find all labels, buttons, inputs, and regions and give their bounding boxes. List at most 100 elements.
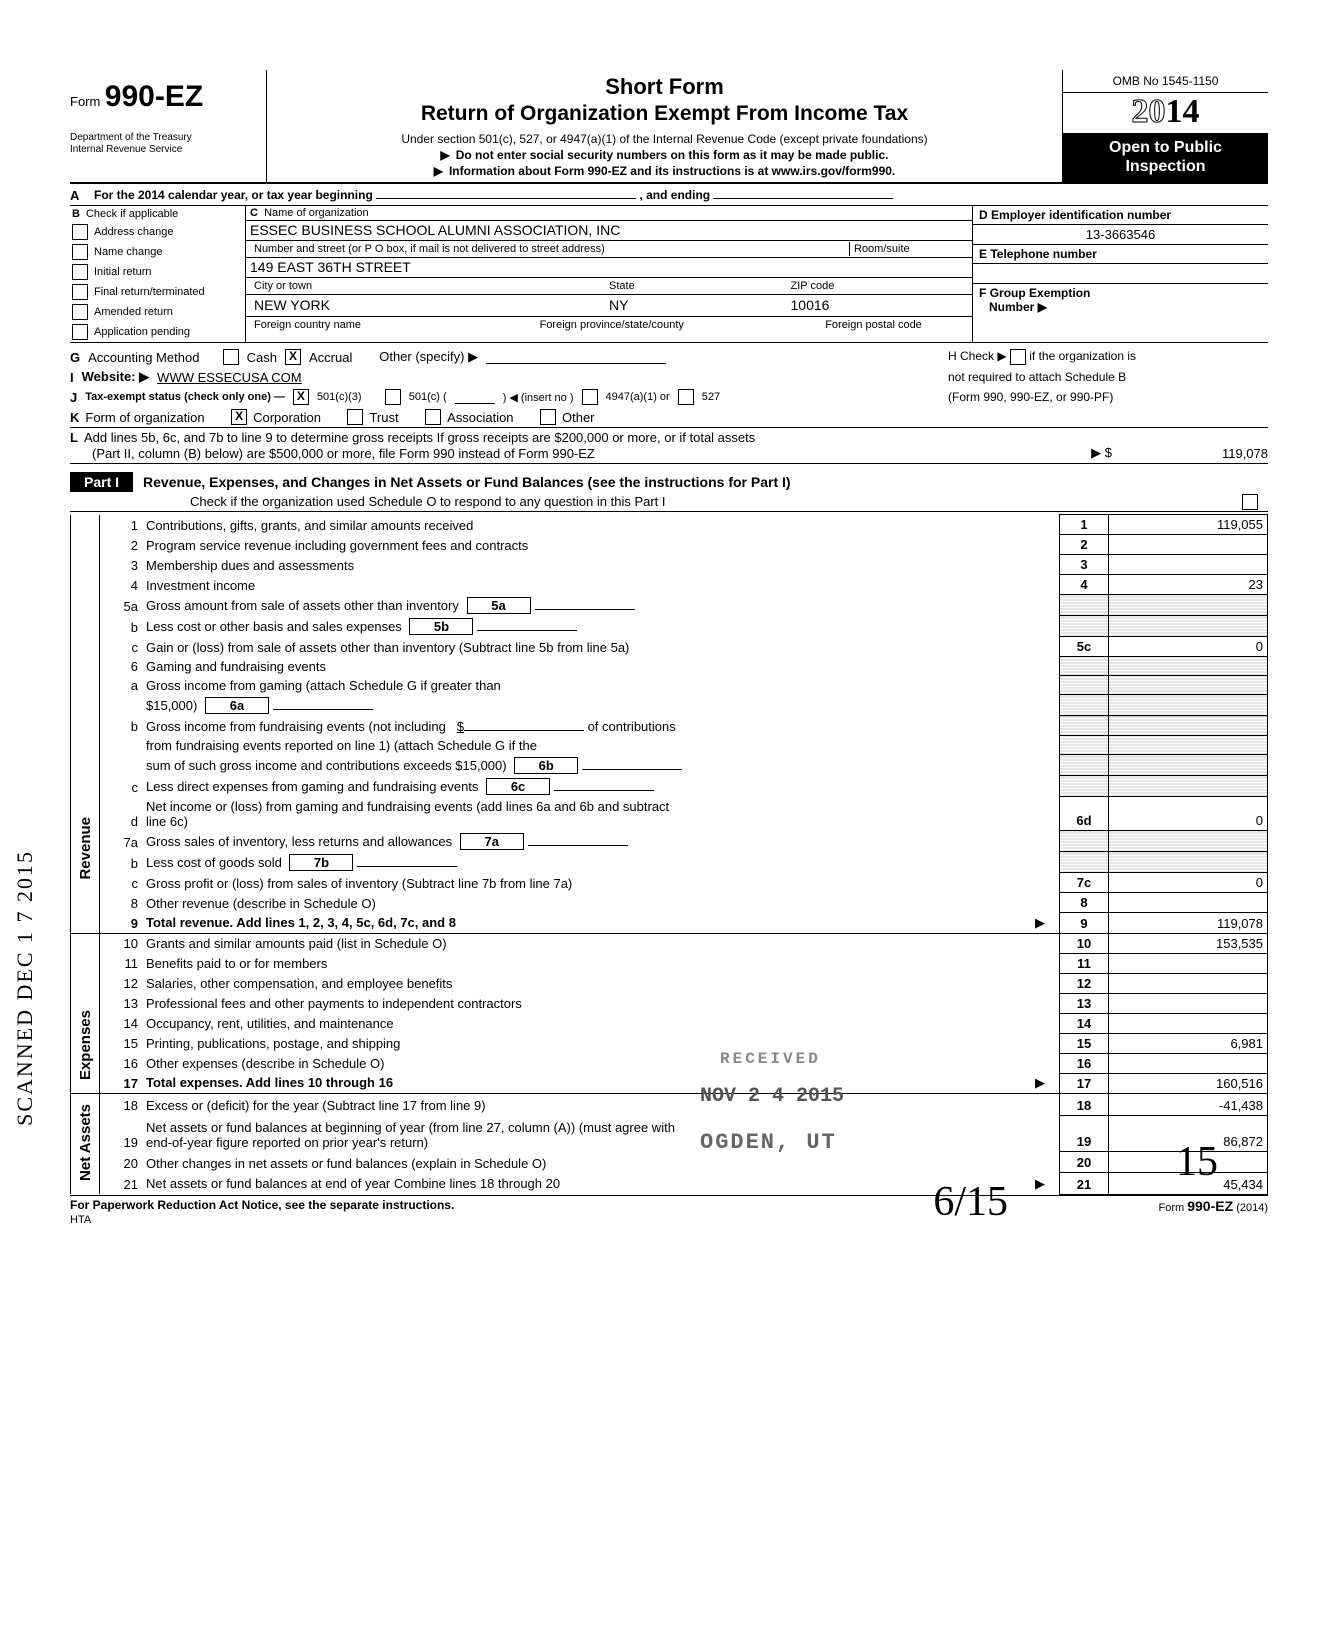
amt: 6,981 xyxy=(1109,1033,1268,1053)
desc: Less direct expenses from gaming and fun… xyxy=(142,776,1060,797)
checkbox-trust[interactable] xyxy=(347,409,363,425)
form-prefix: Form xyxy=(70,94,100,109)
amt xyxy=(1109,555,1268,575)
c-l2b: Room/suite xyxy=(849,242,968,256)
numcol: 9 xyxy=(1060,913,1109,934)
row-g: G Accounting Method Cash X Accrual Other… xyxy=(70,349,942,365)
checkbox-accrual[interactable]: X xyxy=(285,349,301,365)
inner-box: 6a xyxy=(205,697,269,714)
checkbox-h[interactable] xyxy=(1010,349,1026,365)
amt: 153,535 xyxy=(1109,933,1268,953)
checkbox-part-i[interactable] xyxy=(1242,494,1258,510)
h4: (Form 990, 990-EZ, or 990-PF) xyxy=(948,390,1268,404)
footer-hta: HTA xyxy=(70,1214,91,1226)
lineno: 3 xyxy=(100,555,143,575)
inner-box: 5b xyxy=(409,618,473,635)
row-8: 8Other revenue (describe in Schedule O)8 xyxy=(71,893,1268,913)
lineno: 2 xyxy=(100,535,143,555)
row-6b2: from fundraising events reported on line… xyxy=(71,736,1268,755)
numcol: 16 xyxy=(1060,1053,1109,1073)
desc: from fundraising events reported on line… xyxy=(142,736,1060,755)
checkbox-assoc[interactable] xyxy=(425,409,441,425)
ib-blank xyxy=(528,833,628,846)
side-revenue-label: Revenue xyxy=(75,807,96,890)
ib-blank xyxy=(535,597,635,610)
checkbox-icon[interactable] xyxy=(72,284,88,300)
row-6a2: $15,000) 6a xyxy=(71,695,1268,716)
footer-right: Form 990-EZ (2014) xyxy=(1158,1198,1268,1226)
desc-text2: end-of-year figure reported on prior yea… xyxy=(146,1135,428,1150)
checkbox-501c[interactable] xyxy=(385,389,401,405)
desc: Contributions, gifts, grants, and simila… xyxy=(142,515,1060,535)
row-7c: cGross profit or (loss) from sales of in… xyxy=(71,873,1268,893)
chk-label: Amended return xyxy=(94,306,173,318)
amt: 160,516 xyxy=(1109,1073,1268,1094)
lineno: 4 xyxy=(100,575,143,595)
omb-number: OMB No 1545-1150 xyxy=(1063,70,1268,93)
checkbox-icon[interactable] xyxy=(72,324,88,340)
checkbox-corp[interactable]: X xyxy=(231,409,247,425)
col-c: C Name of organization ESSEC BUSINESS SC… xyxy=(246,206,973,342)
lineno: b xyxy=(100,616,143,637)
checkbox-4947[interactable] xyxy=(582,389,598,405)
row-l2: (Part II, column (B) below) are $500,000… xyxy=(70,445,1268,464)
numcol: 7c xyxy=(1060,873,1109,893)
checkbox-cash[interactable] xyxy=(223,349,239,365)
numcol-shade xyxy=(1060,676,1109,695)
desc: Other revenue (describe in Schedule O) xyxy=(142,893,1060,913)
numcol: 21 xyxy=(1060,1173,1109,1194)
col-b-hdr: Check if applicable xyxy=(86,208,178,220)
numcol-shade xyxy=(1060,852,1109,873)
lineno: d xyxy=(100,797,143,831)
desc: Gross income from gaming (attach Schedul… xyxy=(142,676,1060,695)
side-netassets-label: Net Assets xyxy=(75,1094,96,1191)
state: NY xyxy=(605,296,787,314)
checkbox-icon[interactable] xyxy=(72,244,88,260)
lineno: c xyxy=(100,637,143,657)
arrow-icon: ▶ xyxy=(1035,915,1055,931)
g-cash: Cash xyxy=(247,350,277,365)
checkbox-icon[interactable] xyxy=(72,304,88,320)
j-insert-blank xyxy=(455,391,495,404)
phone xyxy=(973,264,1268,284)
numcol-shade xyxy=(1060,657,1109,676)
checkbox-icon[interactable] xyxy=(72,264,88,280)
g-label: Accounting Method xyxy=(88,350,199,365)
subtitle: Under section 501(c), 527, or 4947(a)(1)… xyxy=(275,132,1054,146)
numcol: 3 xyxy=(1060,555,1109,575)
lineno: c xyxy=(100,873,143,893)
desc: Professional fees and other payments to … xyxy=(142,993,1060,1013)
numcol-shade xyxy=(1060,755,1109,776)
desc-text: Gross income from gaming (attach Schedul… xyxy=(146,678,501,693)
c-l4a: Foreign country name xyxy=(250,318,536,332)
row-17: 17Total expenses. Add lines 10 through 1… xyxy=(71,1073,1268,1094)
amt-shade xyxy=(1109,676,1268,695)
h-check: H Check ▶ xyxy=(948,350,1007,364)
row-2: 2Program service revenue including gover… xyxy=(71,535,1268,555)
row-18: Net Assets18Excess or (deficit) for the … xyxy=(71,1094,1268,1115)
desc: Other changes in net assets or fund bala… xyxy=(142,1152,1060,1173)
row-i-left: I Website: ▶ WWW ESSECUSA COM xyxy=(70,369,942,385)
form-page: Form 990-EZ Department of the Treasury I… xyxy=(0,0,1328,1266)
j-insert: ) ◀ (insert no ) xyxy=(503,391,574,404)
right-box: OMB No 1545-1150 2014 Open to Public Ins… xyxy=(1062,70,1268,182)
checkbox-501c3[interactable]: X xyxy=(293,389,309,405)
chk-pending: Application pending xyxy=(70,322,245,342)
lineno: b xyxy=(100,716,143,736)
lineno: a xyxy=(100,676,143,695)
amt: 23 xyxy=(1109,575,1268,595)
desc: $15,000) 6a xyxy=(142,695,1060,716)
c-l4b: Foreign province/state/county xyxy=(536,318,822,332)
footer-left-text: For Paperwork Reduction Act Notice, see … xyxy=(70,1198,454,1212)
lineno: 17 xyxy=(100,1073,143,1094)
desc: Net assets or fund balances at end of ye… xyxy=(142,1173,1060,1194)
checkbox-icon[interactable] xyxy=(72,224,88,240)
amt: 0 xyxy=(1109,637,1268,657)
checkbox-other[interactable] xyxy=(540,409,556,425)
desc: Occupancy, rent, utilities, and maintena… xyxy=(142,1013,1060,1033)
g-other: Other (specify) ▶ xyxy=(379,349,478,365)
lineno: 1 xyxy=(100,515,143,535)
checkbox-527[interactable] xyxy=(678,389,694,405)
g-accrual: Accrual xyxy=(309,350,352,365)
bcd-block: B Check if applicable Address change Nam… xyxy=(70,205,1268,343)
